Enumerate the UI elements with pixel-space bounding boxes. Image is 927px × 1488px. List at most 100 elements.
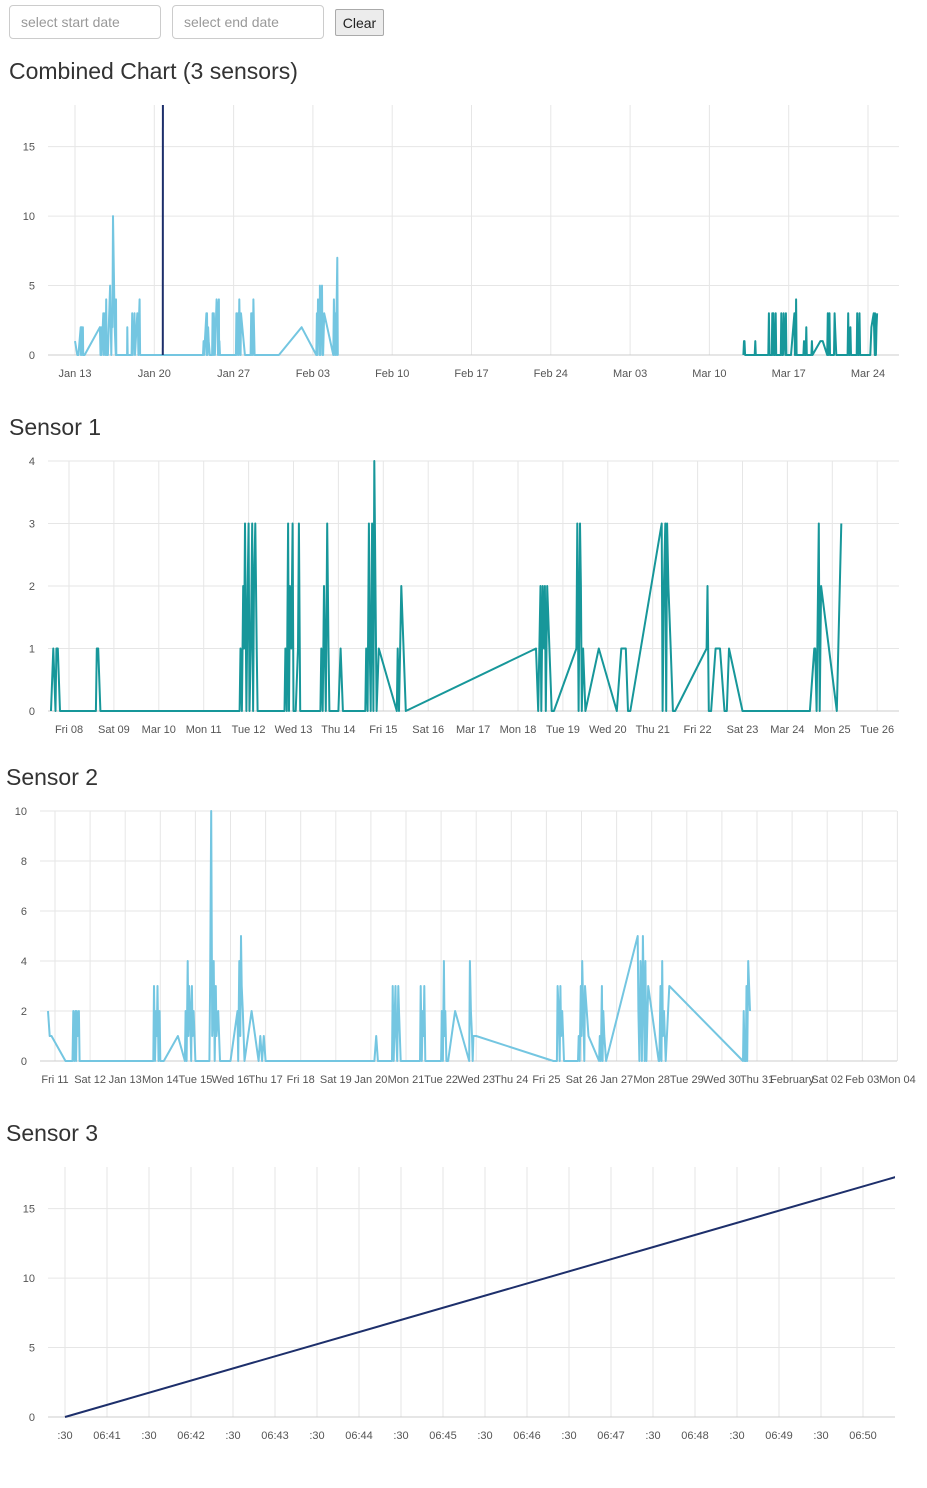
x-tick-label: Mar 03	[613, 368, 647, 380]
x-tick-label: Tue 26	[860, 724, 894, 736]
x-tick-label: Fri 11	[41, 1074, 68, 1086]
series-line-2	[742, 298, 879, 356]
x-tick-label: :30	[57, 1430, 72, 1442]
series-line-1	[64, 1176, 895, 1418]
x-tick-label: Thu 21	[636, 724, 670, 736]
x-tick-label: 06:50	[849, 1430, 877, 1442]
x-tick-label: Jan 27	[217, 368, 250, 380]
x-tick-label: Jan 27	[600, 1074, 633, 1086]
x-tick-label: February	[770, 1074, 815, 1086]
x-tick-label: Mon 25	[814, 724, 851, 736]
x-tick-label: Sat 23	[727, 724, 759, 736]
x-tick-label: Tue 19	[546, 724, 580, 736]
y-tick-label: 1	[29, 644, 35, 656]
x-tick-label: Thu 24	[494, 1074, 528, 1086]
y-tick-label: 15	[23, 142, 35, 154]
x-tick-label: Mon 18	[500, 724, 537, 736]
x-tick-label: Feb 24	[534, 368, 568, 380]
y-tick-label: 10	[23, 1273, 35, 1285]
y-tick-label: 0	[29, 350, 35, 362]
x-tick-label: 06:44	[345, 1430, 373, 1442]
x-tick-label: :30	[813, 1430, 828, 1442]
x-tick-label: 06:46	[513, 1430, 541, 1442]
x-tick-label: 06:47	[597, 1430, 625, 1442]
x-tick-label: Mon 14	[142, 1074, 179, 1086]
y-tick-label: 3	[29, 519, 35, 531]
combined-chart-title: Combined Chart (3 sensors)	[9, 58, 298, 84]
x-tick-label: Jan 20	[138, 368, 171, 380]
x-tick-label: Fri 22	[684, 724, 712, 736]
series-line-1	[47, 810, 751, 1062]
x-tick-label: Jan 13	[58, 368, 91, 380]
y-tick-label: 15	[23, 1204, 35, 1216]
series-line-1	[74, 215, 339, 356]
x-tick-label: Wed 23	[457, 1074, 495, 1086]
x-tick-label: :30	[393, 1430, 408, 1442]
sensor-1-chart: 0 1 2 3 4 Fri 08 Sat 09 Mar 10 Mon 11 Tue 12 Wed 1…	[29, 456, 899, 736]
x-tick-label: Fri 15	[369, 724, 397, 736]
x-tick-label: 06:41	[93, 1430, 121, 1442]
combined-chart: 0 5 10 15 Jan 13 Jan 20 Jan 27 Feb 03 Feb 10 Feb …	[23, 104, 899, 380]
sensor-1-title: Sensor 1	[9, 414, 102, 440]
x-tick-label: 06:43	[261, 1430, 289, 1442]
x-tick-label: Tue 29	[670, 1074, 704, 1086]
x-tick-label: :30	[729, 1430, 744, 1442]
end-date-input[interactable]	[172, 5, 324, 39]
x-tick-label: Mar 24	[770, 724, 804, 736]
series-line-1	[50, 460, 843, 712]
sensor-3-title: Sensor 3	[6, 1120, 99, 1146]
x-tick-label: Mar 10	[692, 368, 726, 380]
x-tick-label: Thu 17	[248, 1074, 282, 1086]
x-tick-label: Feb 03	[296, 368, 330, 380]
y-tick-label: 10	[15, 806, 27, 818]
x-tick-label: Mar 10	[142, 724, 176, 736]
x-tick-label: 06:49	[765, 1430, 793, 1442]
y-tick-label: 5	[29, 1343, 35, 1355]
x-tick-label: Wed 13	[275, 724, 313, 736]
x-tick-label: Wed 30	[703, 1074, 741, 1086]
y-tick-label: 6	[21, 906, 27, 918]
x-tick-label: Wed 16	[212, 1074, 250, 1086]
y-tick-label: 4	[21, 956, 27, 968]
y-tick-label: 2	[29, 581, 35, 593]
x-tick-label: Sat 12	[74, 1074, 106, 1086]
y-tick-label: 0	[29, 1412, 35, 1424]
y-tick-label: 4	[29, 456, 35, 468]
x-tick-label: 06:45	[429, 1430, 457, 1442]
y-tick-label: 0	[29, 706, 35, 718]
x-tick-label: Fri 18	[287, 1074, 315, 1086]
x-tick-label: Feb 17	[454, 368, 488, 380]
x-tick-label: :30	[225, 1430, 240, 1442]
x-tick-label: Mon 28	[633, 1074, 670, 1086]
y-tick-label: 0	[21, 1056, 27, 1068]
y-tick-label: 8	[21, 856, 27, 868]
x-tick-label: Mon 21	[388, 1074, 425, 1086]
x-tick-label: Mar 17	[772, 368, 806, 380]
y-tick-label: 5	[29, 281, 35, 293]
x-tick-label: Sat 26	[566, 1074, 598, 1086]
x-tick-label: :30	[645, 1430, 660, 1442]
x-tick-label: Sat 09	[98, 724, 130, 736]
start-date-input[interactable]	[9, 5, 161, 39]
x-tick-label: Mar 17	[456, 724, 490, 736]
sensor-3-chart: 0 5 10 15 :30 06:41 :30 06:42 :30 06:43 :30 06:44 :3…	[23, 1167, 895, 1442]
x-tick-label: Sat 19	[320, 1074, 352, 1086]
x-tick-label: Jan 13	[109, 1074, 142, 1086]
x-tick-label: :30	[309, 1430, 324, 1442]
x-tick-label: 06:42	[177, 1430, 205, 1442]
grid	[48, 460, 899, 712]
x-tick-label: Feb 03	[845, 1074, 879, 1086]
x-tick-label: Fri 08	[55, 724, 83, 736]
y-tick-label: 10	[23, 211, 35, 223]
sensor-2-title: Sensor 2	[6, 764, 99, 790]
x-tick-label: Mon 11	[186, 724, 222, 736]
x-tick-label: Sat 16	[412, 724, 444, 736]
x-tick-label: :30	[477, 1430, 492, 1442]
x-tick-label: Wed 20	[589, 724, 627, 736]
x-tick-label: Tue 12	[232, 724, 266, 736]
y-tick-label: 2	[21, 1006, 27, 1018]
x-tick-label: Jan 20	[354, 1074, 387, 1086]
x-tick-label: 06:48	[681, 1430, 709, 1442]
clear-button[interactable]: Clear	[335, 9, 384, 36]
